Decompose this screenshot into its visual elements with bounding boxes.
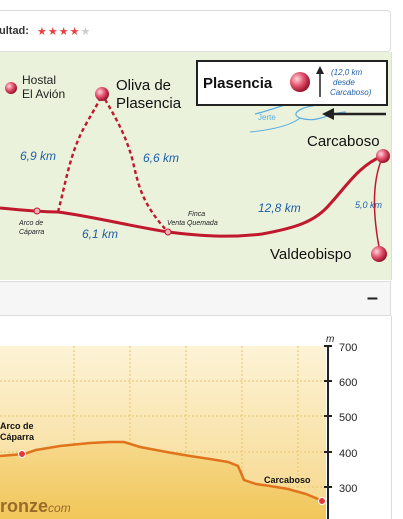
profile-point-carcaboso (318, 497, 326, 505)
label-oliva-1: Oliva de (116, 77, 171, 94)
y-axis-ticks (324, 345, 332, 488)
collapse-button[interactable]: – (366, 287, 378, 309)
profile-point-arco (18, 450, 26, 458)
river-label: Jerte (258, 113, 276, 122)
star-empty-icon: ★ (80, 25, 92, 38)
elevation-profile: Arco de Cáparra Carcaboso ronzecom m 700… (0, 316, 392, 519)
star-icon: ★ (58, 25, 70, 38)
label-hostal-1: Hostal (22, 73, 56, 87)
star-icon: ★ (47, 25, 59, 38)
route-map[interactable]: Jerte Hostal El Avión Oliva de Plasencia… (0, 52, 392, 280)
elevation-profile-chart: Arco de Cáparra Carcaboso ronzecom m 700… (0, 334, 357, 519)
label-plasencia-note-2: desde (333, 78, 355, 87)
label-arco-1: Arco de (18, 220, 43, 227)
star-icon: ★ (69, 25, 81, 38)
pin-hostal (5, 82, 17, 94)
label-hostal-2: El Avión (22, 87, 65, 101)
route-valdeobispo (373, 155, 384, 253)
profile-line (0, 440, 327, 504)
distance-arco-finca: 6,1 km (82, 227, 118, 241)
label-plasencia-note-1: (12,0 km (331, 68, 362, 77)
distance-carcaboso-valdeobispo: 5,0 km (355, 200, 383, 210)
river-jerte-branch (249, 117, 301, 133)
elevation-section-header[interactable]: – (0, 281, 391, 316)
distance-finca-carcaboso: 12,8 km (258, 201, 301, 215)
profile-label-arco-2: Cáparra (0, 432, 35, 442)
y-tick-label: 700 (339, 342, 357, 354)
y-tick-label: 600 (339, 377, 357, 389)
star-icon: ★ (36, 25, 48, 38)
label-finca-2: Venta Quemada (167, 220, 218, 227)
label-plasencia-note-3: Carcaboso) (330, 88, 372, 97)
waypoint-arco (33, 207, 41, 215)
label-valdeobispo: Valdeobispo (270, 246, 351, 263)
route-map-canvas: Jerte Hostal El Avión Oliva de Plasencia… (0, 60, 390, 263)
difficulty-stars: ★★★★★ (37, 25, 91, 38)
y-tick-label: 400 (339, 448, 357, 460)
distance-oliva-finca: 6,6 km (143, 151, 179, 165)
y-tick-label: 500 (339, 412, 357, 424)
distance-arco-oliva: 6,9 km (20, 149, 56, 163)
profile-label-arco-1: Arco de (0, 421, 34, 431)
y-tick-label: 300 (339, 483, 357, 495)
pin-valdeobispo (371, 246, 387, 262)
route-main (0, 154, 384, 238)
watermark: ronzecom (0, 496, 71, 516)
profile-terrain-fill (0, 442, 326, 519)
pin-oliva (95, 87, 109, 101)
pin-plasencia (290, 72, 310, 92)
label-finca-1: Finca (188, 211, 205, 218)
profile-label-carcaboso: Carcaboso (264, 475, 311, 485)
label-plasencia: Plasencia (203, 75, 273, 92)
pin-carcaboso (376, 149, 390, 163)
waypoint-finca (164, 228, 172, 236)
y-axis-unit: m (326, 334, 334, 345)
difficulty-label: ultad: (0, 25, 29, 37)
label-oliva-2: Plasencia (116, 95, 182, 112)
difficulty-rating-bar: ultad: ★★★★★ (0, 10, 391, 52)
label-arco-2: Cáparra (19, 229, 44, 236)
label-carcaboso: Carcaboso (307, 133, 380, 150)
